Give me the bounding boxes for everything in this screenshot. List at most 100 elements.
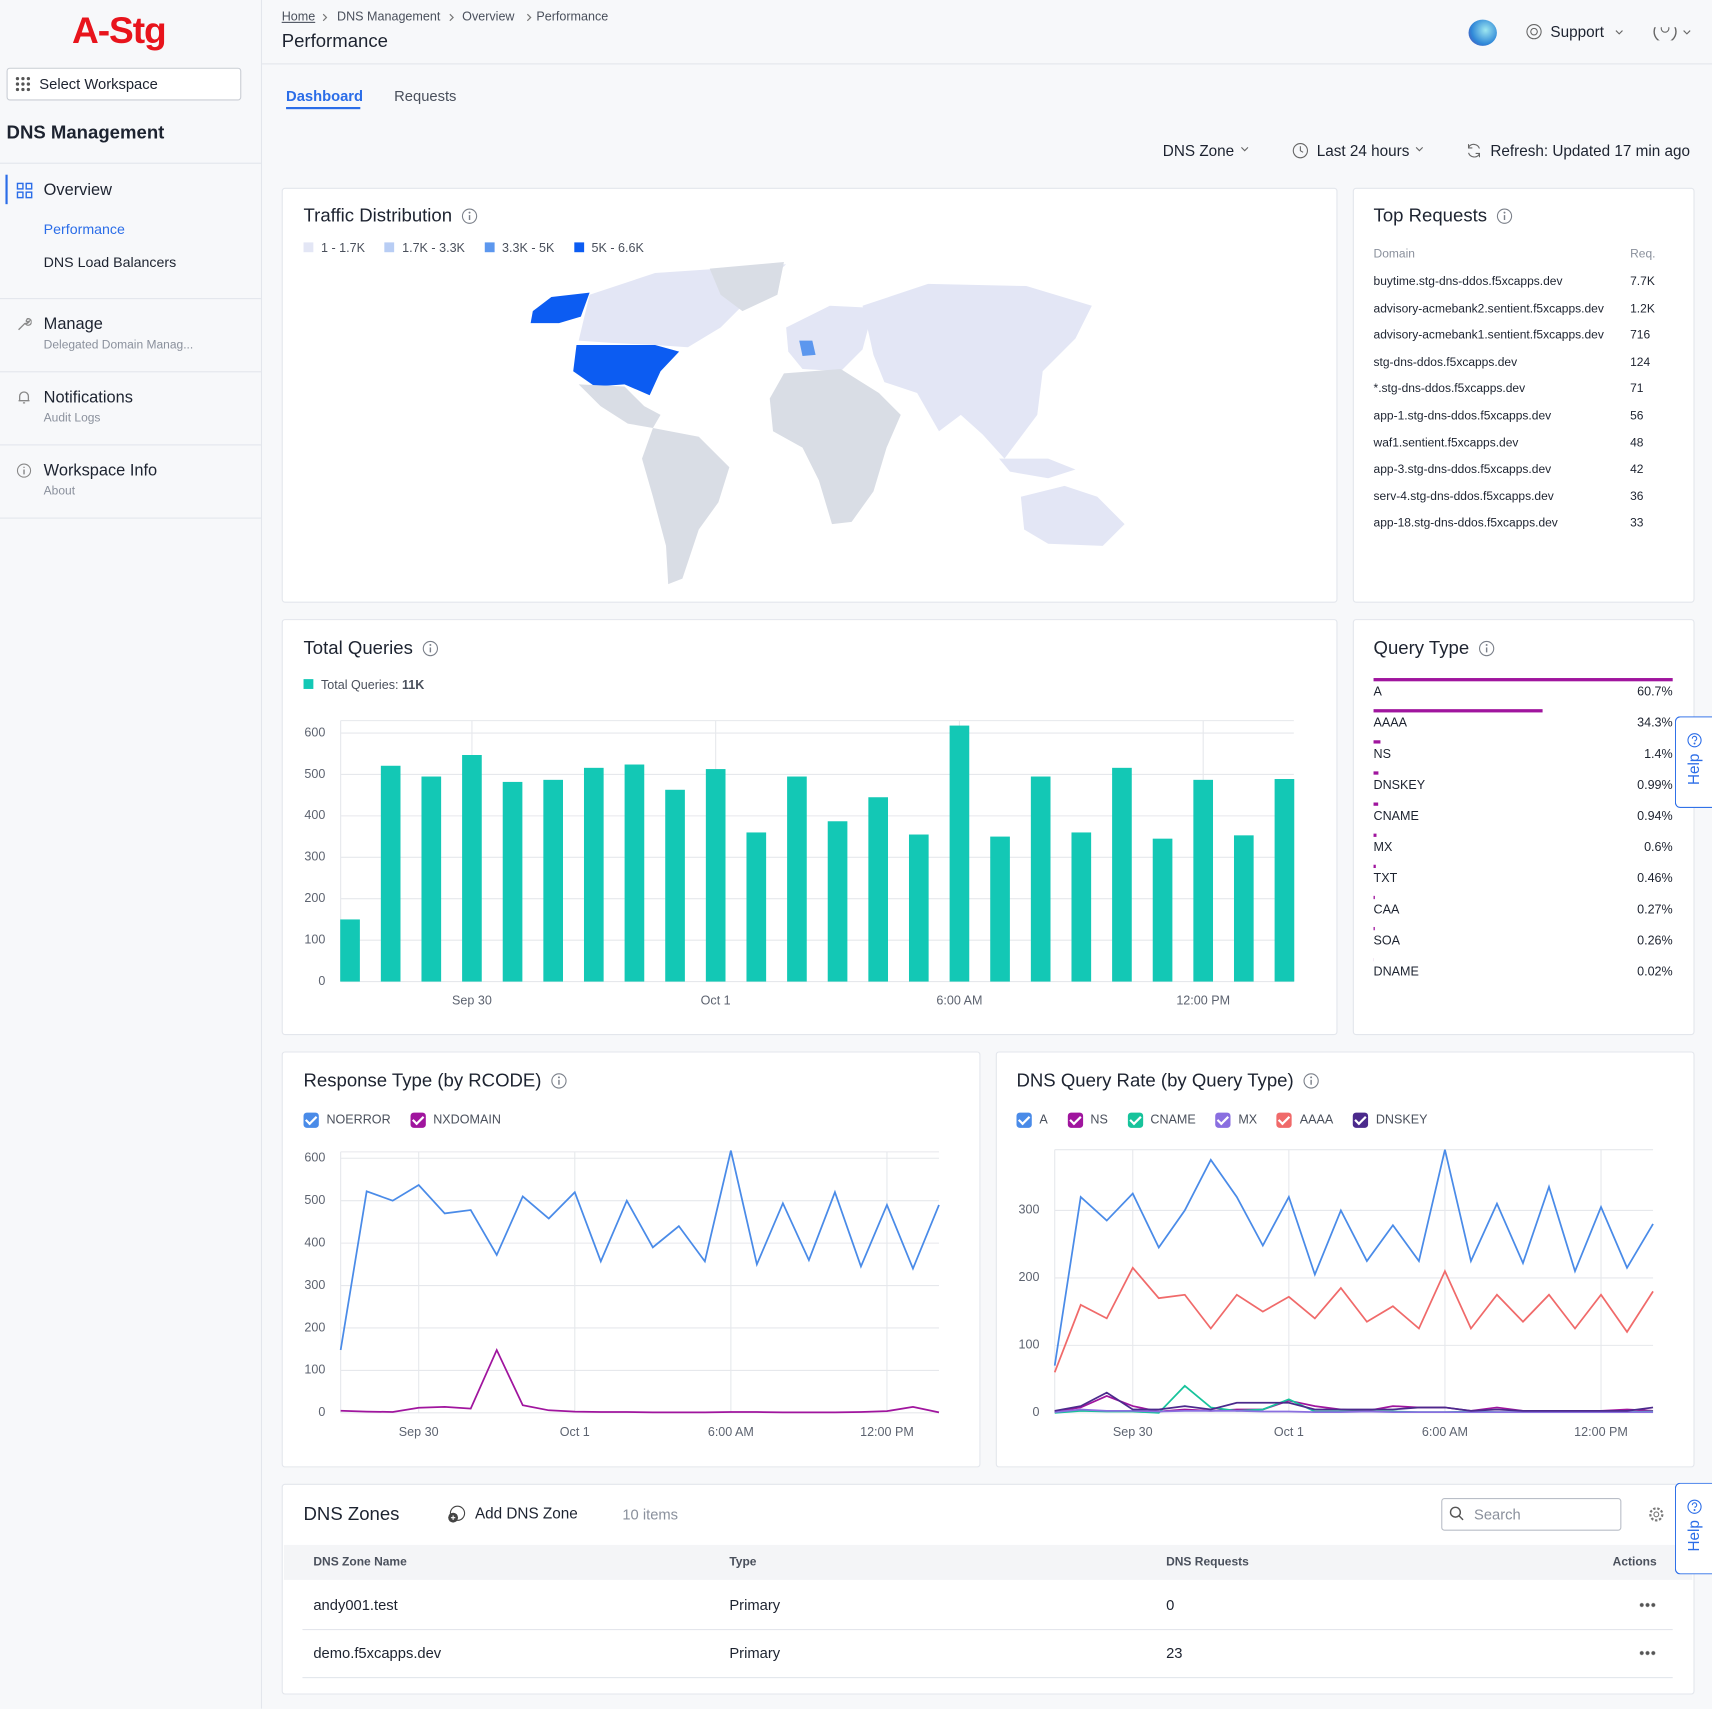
table-header — [283, 1544, 1693, 1580]
crumb[interactable]: Overview — [462, 10, 515, 25]
legend-item: NOERROR — [303, 1112, 391, 1128]
legend-item: A — [1016, 1112, 1048, 1128]
refresh-icon — [1467, 143, 1480, 158]
tab[interactable]: Requests — [394, 87, 457, 105]
legend-checkbox — [1127, 1112, 1143, 1128]
bar — [1112, 767, 1132, 982]
legend-item: 3.3K - 5K — [484, 242, 554, 255]
domain: stg-dns-ddos.f5xcapps.dev — [1373, 355, 1518, 369]
bar — [1373, 833, 1377, 837]
nav-item[interactable]: Workspace Info — [43, 461, 158, 480]
y-tick-label: 500 — [304, 1193, 325, 1207]
x-tick-label: Oct 1 — [560, 1425, 590, 1439]
refresh[interactable]: Refresh: Updated 17 min ago — [1490, 141, 1691, 160]
search-box[interactable] — [1441, 1498, 1622, 1531]
divider — [0, 298, 261, 300]
domain: app-3.stg-dns-ddos.f5xcapps.dev — [1373, 463, 1552, 477]
help-tab[interactable]: Help — [1674, 1482, 1712, 1575]
bar — [1233, 835, 1254, 982]
bar — [1373, 740, 1381, 744]
zone-filter[interactable]: DNS Zone — [1162, 141, 1235, 160]
domain: app-1.stg-dns-ddos.f5xcapps.dev — [1373, 409, 1552, 423]
domain: serv-4.stg-dns-ddos.f5xcapps.dev — [1373, 490, 1554, 504]
chevron — [1241, 147, 1249, 152]
tab-active[interactable]: Dashboard — [286, 87, 364, 105]
nav-subitem[interactable]: DNS Load Balancers — [43, 253, 177, 271]
value-label: 0.6% — [1644, 840, 1673, 854]
bell-icon — [18, 391, 30, 404]
add-zone[interactable]: Add DNS Zone — [474, 1504, 578, 1523]
nav-sub: Delegated Domain Manag... — [43, 338, 194, 352]
legend-label: CNAME — [1150, 1113, 1196, 1127]
y-tick-label: 400 — [304, 1235, 325, 1249]
crumb[interactable]: Home — [281, 10, 316, 25]
panel-title: DNS Query Rate (by Query Type) — [1016, 1070, 1294, 1091]
request-count: 71 — [1630, 382, 1644, 396]
y-tick-label: 600 — [304, 1151, 325, 1165]
help-tab[interactable]: Help — [1674, 716, 1712, 808]
avatar[interactable] — [1468, 19, 1497, 46]
nav-sub: Audit Logs — [43, 411, 101, 425]
panel-title: Traffic Distribution — [303, 205, 453, 227]
value-label: 0.94% — [1637, 809, 1673, 823]
map-region — [642, 428, 730, 585]
nav-subitem[interactable]: Performance — [43, 221, 125, 238]
legend-checkbox — [1016, 1112, 1032, 1128]
category-label: SOA — [1374, 933, 1401, 947]
legend-label: A — [1039, 1113, 1048, 1127]
legend: NOERROR NXDOMAIN — [303, 1112, 501, 1128]
settings-icon[interactable] — [1648, 1506, 1665, 1523]
panel — [1352, 619, 1695, 1036]
nav-item[interactable]: Notifications — [43, 388, 133, 407]
legend-label: MX — [1238, 1113, 1258, 1127]
breadcrumb-separators — [322, 13, 532, 22]
support[interactable]: Support — [1550, 22, 1604, 41]
legend: A NS CNAME MX AAAA DNSKEY — [1016, 1112, 1427, 1128]
workspace-select[interactable] — [6, 67, 242, 101]
page-title: Performance — [281, 30, 388, 52]
legend-item: CNAME — [1127, 1112, 1196, 1128]
row-actions — [1638, 1650, 1657, 1656]
info-dot — [1485, 643, 1488, 646]
crumb[interactable]: DNS Management — [337, 10, 441, 25]
y-tick-label: 400 — [304, 808, 325, 822]
nav-item[interactable]: Overview — [43, 180, 112, 200]
legend-swatch — [303, 242, 314, 253]
add-icon — [448, 1505, 466, 1523]
cell: Primary — [729, 1644, 781, 1662]
cell: Primary — [729, 1596, 781, 1614]
bar — [462, 754, 482, 982]
map-region — [799, 340, 816, 356]
map-region — [578, 384, 661, 429]
cell: 23 — [1166, 1644, 1183, 1662]
row-divider — [302, 1677, 1673, 1679]
legend-label: AAAA — [1299, 1113, 1334, 1127]
legend-checkbox — [1215, 1112, 1231, 1128]
bar — [908, 834, 929, 982]
nav-item[interactable]: Manage — [43, 314, 103, 334]
x-tick-label: 6:00 AM — [936, 994, 982, 1008]
request-count: 33 — [1630, 516, 1644, 530]
domain: waf1.sentient.f5xcapps.dev — [1373, 436, 1519, 450]
search-placeholder: Search — [1473, 1506, 1521, 1523]
legend-checkbox — [410, 1112, 426, 1128]
column-header: Type — [729, 1555, 757, 1569]
map-region — [709, 262, 784, 312]
column-header: DNS Requests — [1166, 1555, 1249, 1569]
legend-checkbox — [1067, 1112, 1083, 1128]
divider — [0, 371, 261, 373]
column-header: Req. — [1630, 247, 1656, 261]
map-region — [769, 369, 901, 525]
request-count: 124 — [1630, 355, 1651, 369]
bar — [1030, 776, 1051, 982]
category-label: AAAA — [1374, 716, 1408, 730]
info-dot — [468, 211, 471, 214]
legend-label: NXDOMAIN — [433, 1113, 501, 1127]
info-icon — [461, 208, 478, 224]
category-label: CNAME — [1374, 809, 1419, 823]
info-icon — [1478, 640, 1495, 657]
range-filter[interactable]: Last 24 hours — [1316, 141, 1410, 160]
bar — [787, 776, 807, 982]
section-title: DNS Management — [6, 122, 165, 144]
